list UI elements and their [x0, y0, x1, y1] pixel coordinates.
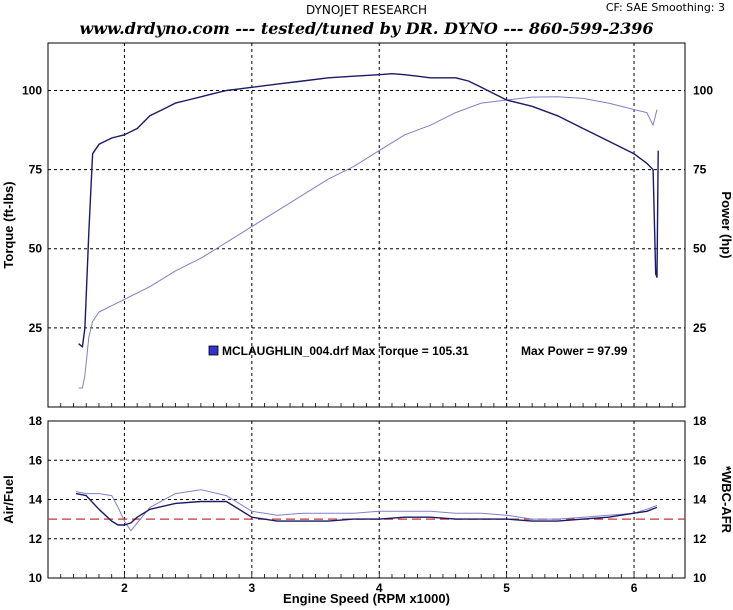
- y2-tick-label: 50: [693, 242, 707, 256]
- y-tick-label: 75: [29, 163, 43, 177]
- dyno-title: DYNOJET RESEARCH: [305, 3, 428, 17]
- correction-factor: CF: SAE Smoothing: 3: [605, 1, 725, 14]
- y2-tick-label: 100: [693, 83, 713, 97]
- x-tick-label: 2: [121, 581, 128, 595]
- x-tick-label: 6: [631, 581, 638, 595]
- y-tick-label: 100: [22, 83, 42, 97]
- y2-tick-label: 14: [693, 493, 707, 507]
- y2-tick-label: 18: [693, 414, 707, 428]
- x-tick-label: 4: [376, 581, 383, 595]
- top-series: [78, 73, 659, 389]
- x-tick-label: 5: [503, 581, 510, 595]
- air-fuel-axis-label: Air/Fuel: [1, 475, 16, 523]
- wbc-afr-axis-label: *WBC-AFR: [719, 466, 733, 534]
- y2-tick-label: 75: [693, 163, 707, 177]
- y-tick-label: 10: [29, 571, 43, 585]
- power-line: [78, 96, 658, 389]
- air-fuel-line: [75, 492, 658, 526]
- y2-tick-label: 25: [693, 321, 707, 335]
- wbc-afr-line: [75, 489, 658, 532]
- top-tick-labels: 25 25 50 50 75 75 100 100: [22, 83, 713, 334]
- torque-line: [78, 73, 659, 348]
- top-grid: [47, 43, 686, 407]
- x-tick-label: 3: [248, 581, 255, 595]
- power-axis-label: Power (hp): [719, 191, 733, 258]
- bottom-series: [48, 489, 685, 532]
- torque-power-panel: 25 25 50 50 75 75 100 100 MCLAUGHLIN_004.drf Ma…: [1, 42, 733, 408]
- y2-tick-label: 16: [693, 453, 707, 467]
- legend-max-power: Max Power = 97.99: [521, 344, 628, 358]
- bottom-tick-labels: 10 10 12 12 14 14 16 16 18 18 2 3 4 5 6: [29, 414, 707, 595]
- engine-speed-axis-label: Engine Speed (RPM x1000): [283, 591, 450, 606]
- y2-tick-label: 10: [693, 571, 707, 585]
- legend-label: MCLAUGHLIN_004.drf Max Torque = 105.31: [222, 344, 469, 358]
- y-tick-label: 18: [29, 414, 43, 428]
- banner-text: www.drdyno.com --- tested/tuned by DR. D…: [79, 19, 654, 38]
- y-tick-label: 25: [29, 321, 43, 335]
- y-tick-label: 50: [29, 242, 43, 256]
- torque-axis-label: Torque (ft-lbs): [1, 181, 16, 268]
- y2-tick-label: 12: [693, 532, 707, 546]
- top-plot-frame: [47, 42, 686, 408]
- legend-swatch: [208, 345, 219, 356]
- y-tick-label: 12: [29, 532, 43, 546]
- air-fuel-panel: 10 10 12 12 14 14 16 16 18 18 2 3 4 5 6 Air/Fuel *WBC-…: [1, 414, 733, 606]
- y-tick-label: 16: [29, 453, 43, 467]
- bottom-grid: [47, 421, 686, 578]
- y-tick-label: 14: [29, 493, 43, 507]
